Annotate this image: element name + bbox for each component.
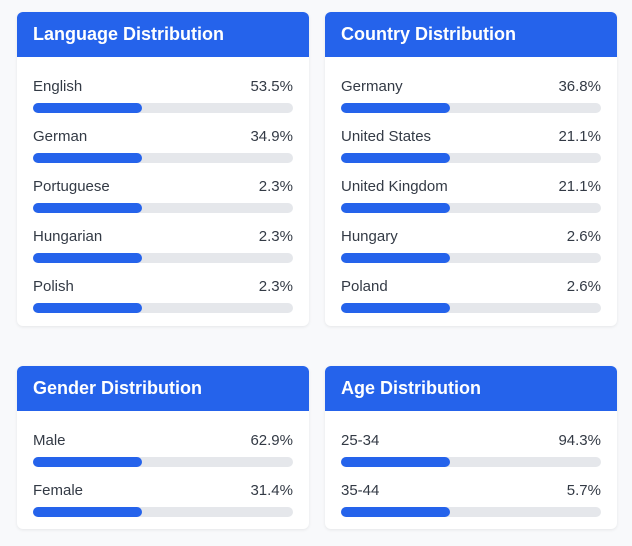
- item-value: 2.6%: [566, 227, 601, 245]
- progress-fill: [33, 203, 143, 213]
- item-value: 2.3%: [258, 227, 293, 245]
- language-distribution-card: Language Distribution English 53.5% Germ…: [17, 12, 309, 326]
- item-value: 2.3%: [258, 277, 293, 295]
- card-title: Gender Distribution: [17, 366, 309, 411]
- item-value: 2.3%: [258, 177, 293, 195]
- item-label: Germany: [341, 77, 403, 95]
- item-value: 21.1%: [558, 127, 601, 145]
- list-item: Hungarian 2.3%: [33, 225, 293, 275]
- item-value: 21.1%: [558, 177, 601, 195]
- progress-track: [341, 103, 601, 113]
- progress-fill: [33, 303, 143, 313]
- progress-track: [341, 203, 601, 213]
- progress-track: [341, 153, 601, 163]
- progress-track: [33, 103, 293, 113]
- item-value: 2.6%: [566, 277, 601, 295]
- distribution-list: Male 62.9% Female 31.4%: [17, 411, 309, 529]
- list-item: Poland 2.6%: [341, 275, 601, 325]
- item-label: Hungary: [341, 227, 398, 245]
- card-title: Country Distribution: [325, 12, 617, 57]
- item-value: 34.9%: [250, 127, 293, 145]
- progress-fill: [341, 103, 451, 113]
- item-value: 31.4%: [250, 481, 293, 499]
- progress-fill: [341, 507, 451, 517]
- progress-track: [33, 153, 293, 163]
- distribution-list: 25-34 94.3% 35-44 5.7%: [325, 411, 617, 529]
- progress-fill: [341, 457, 451, 467]
- progress-track: [341, 303, 601, 313]
- progress-track: [33, 457, 293, 467]
- progress-fill: [33, 507, 143, 517]
- list-item: 25-34 94.3%: [341, 429, 601, 479]
- card-title: Age Distribution: [325, 366, 617, 411]
- item-label: United States: [341, 127, 432, 145]
- item-label: English: [33, 77, 83, 95]
- item-value: 62.9%: [250, 431, 293, 449]
- list-item: 35-44 5.7%: [341, 479, 601, 529]
- list-item: Germany 36.8%: [341, 75, 601, 125]
- list-item: Female 31.4%: [33, 479, 293, 529]
- item-label: Hungarian: [33, 227, 103, 245]
- progress-fill: [341, 303, 451, 313]
- progress-fill: [341, 153, 451, 163]
- age-distribution-card: Age Distribution 25-34 94.3% 35-44 5.7%: [325, 366, 617, 529]
- list-item: German 34.9%: [33, 125, 293, 175]
- item-value: 5.7%: [566, 481, 601, 499]
- progress-fill: [33, 153, 143, 163]
- item-label: Male: [33, 431, 66, 449]
- item-label: Female: [33, 481, 84, 499]
- progress-fill: [33, 457, 143, 467]
- progress-fill: [33, 103, 143, 113]
- progress-track: [33, 303, 293, 313]
- list-item: Hungary 2.6%: [341, 225, 601, 275]
- list-item: Male 62.9%: [33, 429, 293, 479]
- progress-fill: [341, 203, 451, 213]
- list-item: Polish 2.3%: [33, 275, 293, 325]
- list-item: English 53.5%: [33, 75, 293, 125]
- list-item: United States 21.1%: [341, 125, 601, 175]
- item-label: Portuguese: [33, 177, 110, 195]
- distribution-list: English 53.5% German 34.9% Portuguese 2.…: [17, 57, 309, 325]
- item-value: 94.3%: [558, 431, 601, 449]
- item-label: German: [33, 127, 88, 145]
- progress-track: [33, 203, 293, 213]
- item-value: 53.5%: [250, 77, 293, 95]
- progress-track: [33, 507, 293, 517]
- gender-distribution-card: Gender Distribution Male 62.9% Female 31…: [17, 366, 309, 529]
- item-label: United Kingdom: [341, 177, 448, 195]
- card-title: Language Distribution: [17, 12, 309, 57]
- distribution-list: Germany 36.8% United States 21.1% United…: [325, 57, 617, 325]
- progress-fill: [341, 253, 451, 263]
- country-distribution-card: Country Distribution Germany 36.8% Unite…: [325, 12, 617, 326]
- item-value: 36.8%: [558, 77, 601, 95]
- progress-fill: [33, 253, 143, 263]
- progress-track: [33, 253, 293, 263]
- progress-track: [341, 507, 601, 517]
- item-label: Polish: [33, 277, 74, 295]
- progress-track: [341, 457, 601, 467]
- item-label: Poland: [341, 277, 388, 295]
- list-item: United Kingdom 21.1%: [341, 175, 601, 225]
- progress-track: [341, 253, 601, 263]
- item-label: 35-44: [341, 481, 380, 499]
- list-item: Portuguese 2.3%: [33, 175, 293, 225]
- item-label: 25-34: [341, 431, 380, 449]
